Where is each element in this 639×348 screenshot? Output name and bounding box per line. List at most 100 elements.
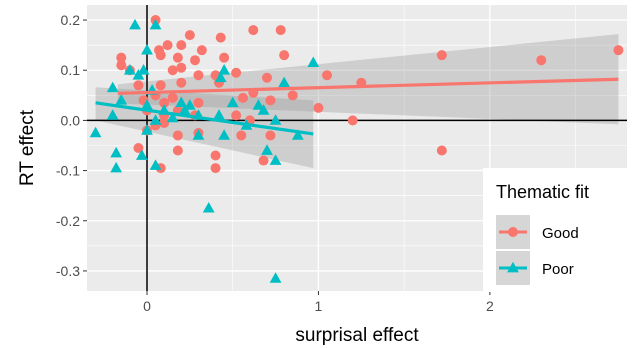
- point-good: [133, 80, 144, 91]
- fit-line-good: [117, 77, 619, 95]
- point-good: [116, 60, 127, 71]
- point-poor: [257, 104, 270, 115]
- fit-lines: [95, 77, 619, 136]
- y-tick-label: -0.2: [56, 213, 80, 229]
- point-poor: [106, 109, 119, 120]
- point-good: [159, 97, 170, 108]
- point-poor: [106, 81, 119, 93]
- point-good: [219, 52, 230, 63]
- point-good: [193, 97, 204, 108]
- x-axis-title: surprisal effect: [295, 325, 419, 346]
- point-poor: [226, 96, 239, 108]
- point-good: [238, 92, 248, 103]
- point-good: [172, 130, 183, 141]
- y-tick-label: 0.0: [61, 112, 81, 128]
- legend-label-good: Good: [542, 225, 579, 242]
- point-good: [167, 65, 178, 76]
- point-good: [172, 145, 183, 156]
- point-good: [172, 52, 183, 63]
- point-good: [536, 55, 547, 66]
- legend: Thematic fit Good Poor: [483, 168, 629, 292]
- point-good: [176, 62, 187, 73]
- point-poor: [192, 129, 205, 140]
- point-good: [275, 25, 286, 36]
- point-poor: [115, 94, 128, 105]
- point-good: [196, 45, 207, 56]
- point-good: [116, 52, 127, 63]
- point-poor: [175, 96, 188, 108]
- point-poor: [213, 109, 225, 120]
- point-poor: [89, 126, 102, 138]
- point-good: [155, 80, 166, 91]
- point-good: [347, 115, 358, 126]
- point-poor: [269, 154, 282, 165]
- point-good: [159, 117, 170, 128]
- series-poor: [89, 18, 320, 283]
- data-points: [89, 15, 624, 283]
- legend-item-poor: Poor: [496, 251, 574, 285]
- point-good: [176, 40, 187, 51]
- point-poor: [141, 99, 153, 110]
- legend-key-marker: [508, 227, 518, 237]
- x-axis-ticks: 0 1 2: [143, 291, 494, 314]
- point-good: [215, 32, 226, 43]
- point-poor: [129, 18, 141, 30]
- point-good: [265, 95, 276, 106]
- x-tick-label: 2: [486, 298, 494, 314]
- point-poor: [149, 114, 162, 125]
- x-tick-label: 0: [143, 298, 151, 314]
- point-poor: [137, 64, 150, 75]
- point-good: [436, 50, 447, 61]
- point-good: [184, 30, 195, 41]
- point-good: [287, 90, 298, 101]
- point-good: [176, 77, 187, 88]
- point-poor: [269, 272, 282, 283]
- point-poor: [278, 76, 291, 88]
- point-poor: [307, 56, 320, 68]
- point-good: [190, 55, 200, 66]
- point-poor: [218, 129, 231, 140]
- point-good: [236, 130, 247, 141]
- point-good: [258, 155, 269, 166]
- point-good: [265, 130, 276, 141]
- point-good: [231, 110, 242, 121]
- point-good: [167, 92, 178, 103]
- y-tick-label: -0.1: [56, 163, 80, 179]
- y-tick-label: 0.1: [61, 62, 81, 78]
- point-poor: [261, 144, 273, 155]
- y-tick-label: -0.3: [56, 263, 80, 279]
- legend-key-marker: [507, 261, 519, 273]
- point-poor: [149, 18, 162, 30]
- point-poor: [252, 99, 265, 110]
- y-axis-title: RT effect: [17, 109, 38, 186]
- point-poor: [183, 99, 196, 110]
- point-good: [436, 145, 447, 156]
- y-axis-ticks: -0.3 -0.2 -0.1 0.0 0.1 0.2: [56, 12, 87, 279]
- point-good: [262, 72, 272, 83]
- point-good: [613, 45, 624, 56]
- legend-label-poor: Poor: [542, 261, 574, 278]
- point-good: [133, 143, 144, 153]
- point-good: [193, 70, 204, 81]
- y-tick-label: 0.2: [61, 12, 81, 28]
- point-poor: [291, 129, 304, 140]
- legend-items: Good Poor: [496, 215, 579, 285]
- point-poor: [132, 69, 145, 80]
- point-good: [231, 67, 242, 78]
- point-good: [313, 102, 324, 113]
- point-good: [210, 150, 221, 161]
- legend-title: Thematic fit: [496, 182, 589, 202]
- point-good: [210, 163, 221, 174]
- point-poor: [214, 71, 227, 83]
- point-poor: [135, 149, 148, 160]
- point-good: [162, 40, 173, 51]
- point-poor: [269, 114, 282, 125]
- point-poor: [110, 146, 123, 158]
- point-good: [155, 50, 166, 61]
- point-poor: [149, 159, 162, 170]
- point-good: [279, 50, 290, 61]
- point-poor: [141, 43, 153, 55]
- point-poor: [110, 161, 123, 173]
- fit-line-poor: [95, 101, 314, 136]
